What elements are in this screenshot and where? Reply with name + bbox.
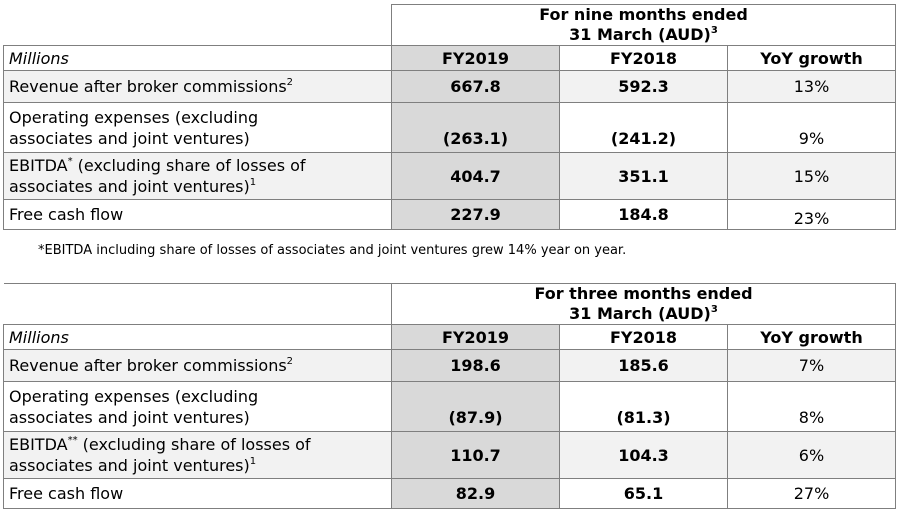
yoy-value: 13% [727,70,896,103]
table-row: Operating expenses (excluding associates … [3,102,896,153]
fy2019-value: 198.6 [391,349,560,382]
table-row: EBITDA* (excluding share of losses of ass… [3,152,896,200]
nine-months-table: For nine months ended 31 March (AUD)3 Mi… [3,4,896,230]
yoy-value: 9% [727,102,896,153]
fy2018-value: 185.6 [559,349,728,382]
table-row: EBITDA** (excluding share of losses of as… [3,431,896,479]
header-blank-cell [3,283,392,325]
period-footnote-ref: 3 [710,24,718,36]
col-header-fy2018: FY2018 [559,324,728,350]
fy2018-value: 104.3 [559,431,728,479]
yoy-value: 8% [727,381,896,432]
fy2018-value: 592.3 [559,70,728,103]
row-label: Operating expenses (excluding associates … [3,381,392,432]
period-line1: For three months ended [534,284,753,303]
period-header-row: For three months ended 31 March (AUD)3 [3,283,896,325]
yoy-value: 27% [727,478,896,509]
row-label: EBITDA** (excluding share of losses of as… [3,431,392,479]
col-header-fy2019: FY2019 [391,45,560,71]
table-row: Revenue after broker commissions2 198.6 … [3,349,896,382]
fy2019-value: (263.1) [391,102,560,153]
ebitda-footnote: *EBITDA including share of losses of ass… [38,243,627,258]
table-row: Free cash flow 227.9 184.8 23% [3,199,896,230]
period-line2: 31 March (AUD) [569,25,711,44]
table-row: Revenue after broker commissions2 667.8 … [3,70,896,103]
three-months-table: For three months ended 31 March (AUD)3 M… [3,283,896,509]
period-header: For nine months ended 31 March (AUD)3 [391,4,896,46]
row-label: EBITDA* (excluding share of losses of ass… [3,152,392,200]
period-line1: For nine months ended [539,5,748,24]
yoy-value: 15% [727,152,896,200]
col-header-fy2019: FY2019 [391,324,560,350]
fy2019-value: 110.7 [391,431,560,479]
period-header-row: For nine months ended 31 March (AUD)3 [3,4,896,46]
table-row: Operating expenses (excluding associates … [3,381,896,432]
fy2018-value: (241.2) [559,102,728,153]
fy2019-value: 404.7 [391,152,560,200]
units-label: Millions [3,45,392,71]
row-label: Revenue after broker commissions2 [3,70,392,103]
yoy-value: 7% [727,349,896,382]
row-label: Operating expenses (excluding associates … [3,102,392,153]
row-label: Revenue after broker commissions2 [3,349,392,382]
units-label: Millions [3,324,392,350]
column-header-row: Millions FY2019 FY2018 YoY growth [3,45,896,71]
period-line2: 31 March (AUD) [569,304,711,323]
yoy-value: 6% [727,431,896,479]
period-footnote-ref: 3 [710,303,718,315]
fy2018-value: (81.3) [559,381,728,432]
yoy-value: 23% [727,199,896,230]
fy2018-value: 184.8 [559,199,728,230]
col-header-yoy: YoY growth [727,45,896,71]
header-blank-cell [3,4,392,46]
row-label: Free cash flow [3,478,392,509]
row-label: Free cash flow [3,199,392,230]
fy2018-value: 351.1 [559,152,728,200]
period-header: For three months ended 31 March (AUD)3 [391,283,896,325]
fy2019-value: (87.9) [391,381,560,432]
column-header-row: Millions FY2019 FY2018 YoY growth [3,324,896,350]
fy2019-value: 227.9 [391,199,560,230]
fy2018-value: 65.1 [559,478,728,509]
table-row: Free cash flow 82.9 65.1 27% [3,478,896,509]
fy2019-value: 82.9 [391,478,560,509]
col-header-yoy: YoY growth [727,324,896,350]
fy2019-value: 667.8 [391,70,560,103]
col-header-fy2018: FY2018 [559,45,728,71]
